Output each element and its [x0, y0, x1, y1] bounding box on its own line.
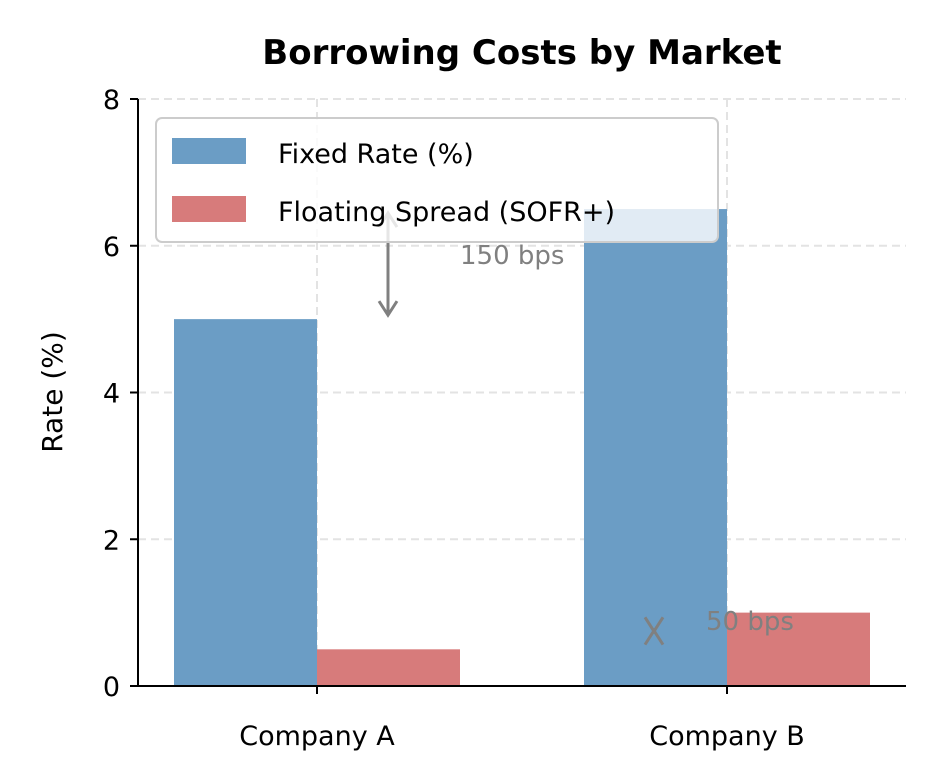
annotation-label: 150 bps: [460, 241, 564, 271]
legend-label-floating: Floating Spread (SOFR+): [278, 197, 615, 228]
bar-floating-0: [317, 649, 460, 686]
y-tick-label: 2: [103, 525, 120, 556]
annotation-label: 50 bps: [706, 607, 794, 637]
y-tick-label: 4: [103, 379, 120, 410]
legend-box: [155, 117, 719, 243]
legend-label-fixed: Fixed Rate (%): [278, 139, 474, 170]
y-tick-label: 0: [103, 672, 120, 703]
legend-swatch-floating: [172, 196, 246, 222]
legend-swatch-fixed: [172, 138, 246, 164]
double-arrow-icon: [643, 616, 665, 646]
y-axis-label: Rate (%): [36, 331, 69, 453]
chart-title: Borrowing Costs by Market: [262, 33, 781, 73]
bar-floating-1: [727, 612, 870, 686]
legend: Fixed Rate (%) Floating Spread (SOFR+): [155, 117, 719, 243]
y-tick-label: 8: [103, 85, 120, 116]
bar-fixed-1: [584, 209, 727, 686]
x-tick-label: Company B: [649, 721, 805, 752]
y-tick-label: 6: [103, 232, 120, 263]
x-tick-label: Company A: [239, 721, 395, 752]
bar-fixed-0: [174, 319, 317, 686]
